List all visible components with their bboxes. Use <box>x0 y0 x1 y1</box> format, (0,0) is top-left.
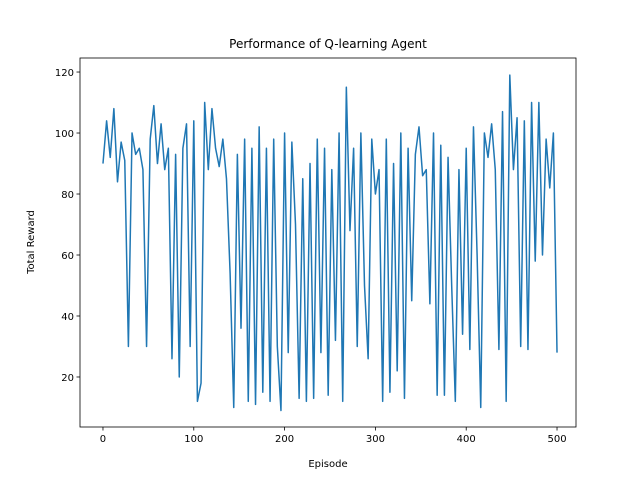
y-tick-label: 80 <box>61 190 74 201</box>
x-axis-label: Episode <box>308 459 347 470</box>
chart-title: Performance of Q-learning Agent <box>229 37 427 51</box>
plot-frame <box>79 57 577 428</box>
x-tick-label: 500 <box>547 434 566 445</box>
x-tick-label: 400 <box>457 434 476 445</box>
y-tick-label: 120 <box>55 68 74 79</box>
data-line <box>102 74 558 412</box>
x-tick-label: 100 <box>184 434 203 445</box>
y-tick-label: 40 <box>61 312 74 323</box>
y-tick-label: 20 <box>61 373 74 384</box>
y-tick-label: 100 <box>55 129 74 140</box>
x-tick-label: 200 <box>275 434 294 445</box>
x-tick-label: 0 <box>100 434 106 445</box>
y-axis-label: Total Reward <box>26 210 37 275</box>
y-tick-label: 60 <box>61 251 74 262</box>
x-tick-label: 300 <box>366 434 385 445</box>
